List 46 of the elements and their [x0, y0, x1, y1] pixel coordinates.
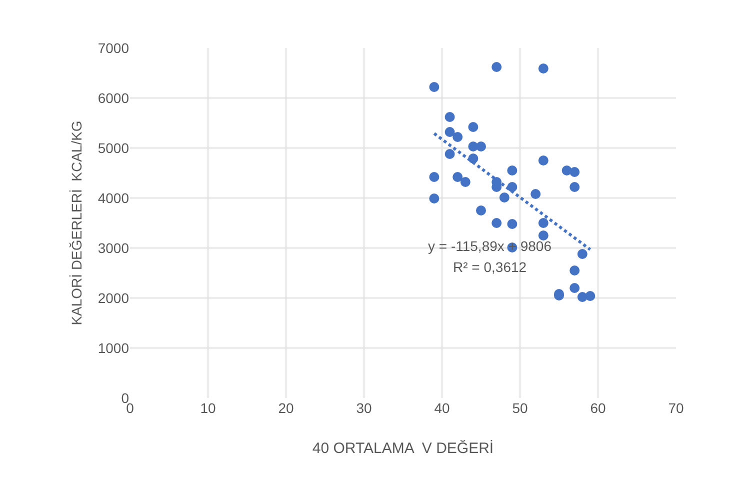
annotation: y = -115,89x + 9806	[428, 238, 552, 254]
point	[492, 218, 502, 228]
point	[476, 206, 486, 216]
x-tick-label: 60	[590, 400, 606, 416]
point	[570, 167, 580, 177]
point	[444, 127, 455, 137]
point	[530, 189, 541, 199]
point	[507, 166, 518, 176]
point	[476, 142, 486, 152]
point	[538, 218, 548, 228]
point	[429, 82, 440, 92]
y-tick-label: 2000	[98, 290, 130, 306]
y-tick-label: 5000	[98, 140, 130, 156]
point	[570, 283, 580, 293]
y-tick-label: 3000	[98, 240, 130, 256]
point	[507, 219, 518, 229]
point	[499, 192, 510, 202]
point	[538, 156, 548, 166]
point	[538, 64, 548, 74]
y-tick-label: 4000	[98, 190, 130, 206]
point	[460, 177, 470, 187]
point	[444, 149, 455, 159]
point	[577, 249, 588, 259]
x-tick-label: 50	[512, 400, 528, 416]
point	[429, 194, 440, 204]
y-tick-label: 7000	[98, 40, 130, 56]
y-axis-title: KALORİ DEĞERLERİ KCAL/KG	[68, 120, 84, 326]
point	[585, 291, 596, 301]
point	[452, 172, 463, 182]
x-tick-label: 40	[434, 400, 450, 416]
y-tick-label: 6000	[98, 90, 130, 106]
point	[570, 182, 580, 192]
y-tick-label: 1000	[98, 340, 130, 356]
x-tick-label: 70	[668, 400, 684, 416]
x-axis-title: 40 ORTALAMA V DEĞERİ	[312, 439, 494, 457]
point	[452, 132, 463, 142]
point	[429, 172, 440, 182]
annotation: R² = 0,3612	[453, 259, 527, 275]
x-tick-label: 20	[278, 400, 294, 416]
point	[538, 230, 548, 240]
point	[492, 62, 502, 72]
x-tick-label: 30	[356, 400, 372, 416]
point	[444, 112, 455, 122]
point	[570, 266, 580, 276]
x-tick-label: 10	[200, 400, 216, 416]
point	[468, 122, 478, 132]
